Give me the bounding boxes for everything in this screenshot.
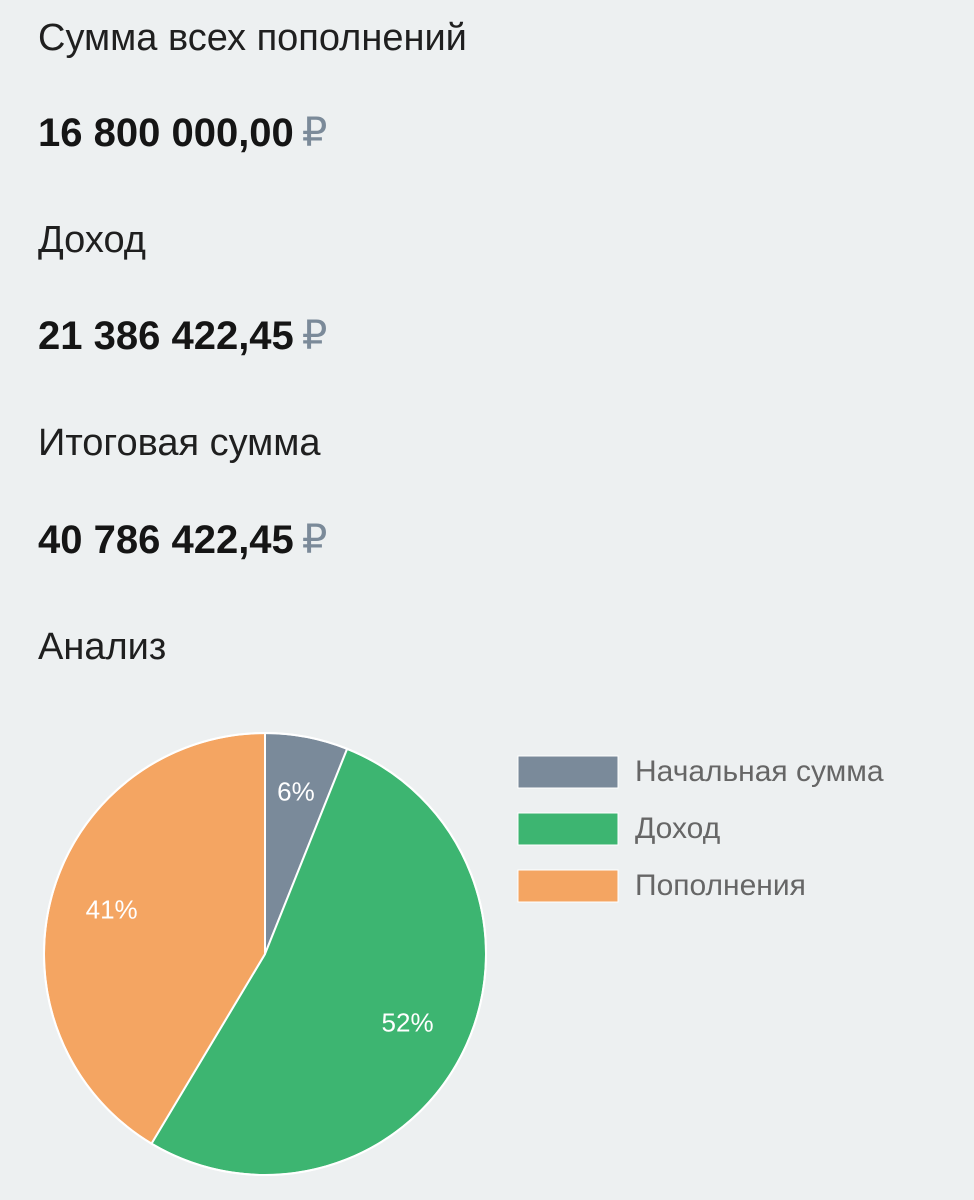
ruble-sign: ₽: [301, 111, 328, 155]
analysis-title: Анализ: [38, 626, 167, 668]
total-label: Итоговая сумма: [38, 421, 321, 465]
income-label: Доход: [38, 218, 146, 262]
deposits-label: Сумма всех пополнений: [38, 16, 467, 60]
income-amount: 21 386 422,45: [38, 314, 294, 358]
income-label-text: Доход: [38, 219, 146, 261]
legend-swatch-initial-amount[interactable]: [517, 755, 619, 789]
total-label-text: Итоговая сумма: [38, 422, 321, 464]
pie-label-deposits: 41%: [86, 894, 138, 924]
legend-label-deposits[interactable]: Пополнения: [635, 869, 806, 902]
deposits-label-text: Сумма всех пополнений: [38, 17, 467, 59]
total-amount: 40 786 422,45: [38, 518, 294, 562]
legend-swatch-deposits[interactable]: [517, 869, 619, 903]
ruble-sign: ₽: [301, 314, 328, 358]
deposits-value: 16 800 000,00 ₽: [38, 110, 327, 156]
pie-label-initial-amount: 6%: [277, 776, 315, 806]
income-value: 21 386 422,45 ₽: [38, 313, 327, 359]
legend-swatch-income[interactable]: [517, 812, 619, 846]
legend-label-income[interactable]: Доход: [635, 812, 720, 845]
pie-outline: [43, 732, 487, 1176]
total-value: 40 786 422,45 ₽: [38, 517, 327, 563]
analysis-heading: Анализ: [38, 625, 166, 669]
ruble-sign: ₽: [301, 518, 328, 562]
deposits-amount: 16 800 000,00: [38, 111, 294, 155]
legend-label-initial-amount[interactable]: Начальная сумма: [635, 755, 884, 788]
pie-label-income: 52%: [382, 1008, 434, 1038]
